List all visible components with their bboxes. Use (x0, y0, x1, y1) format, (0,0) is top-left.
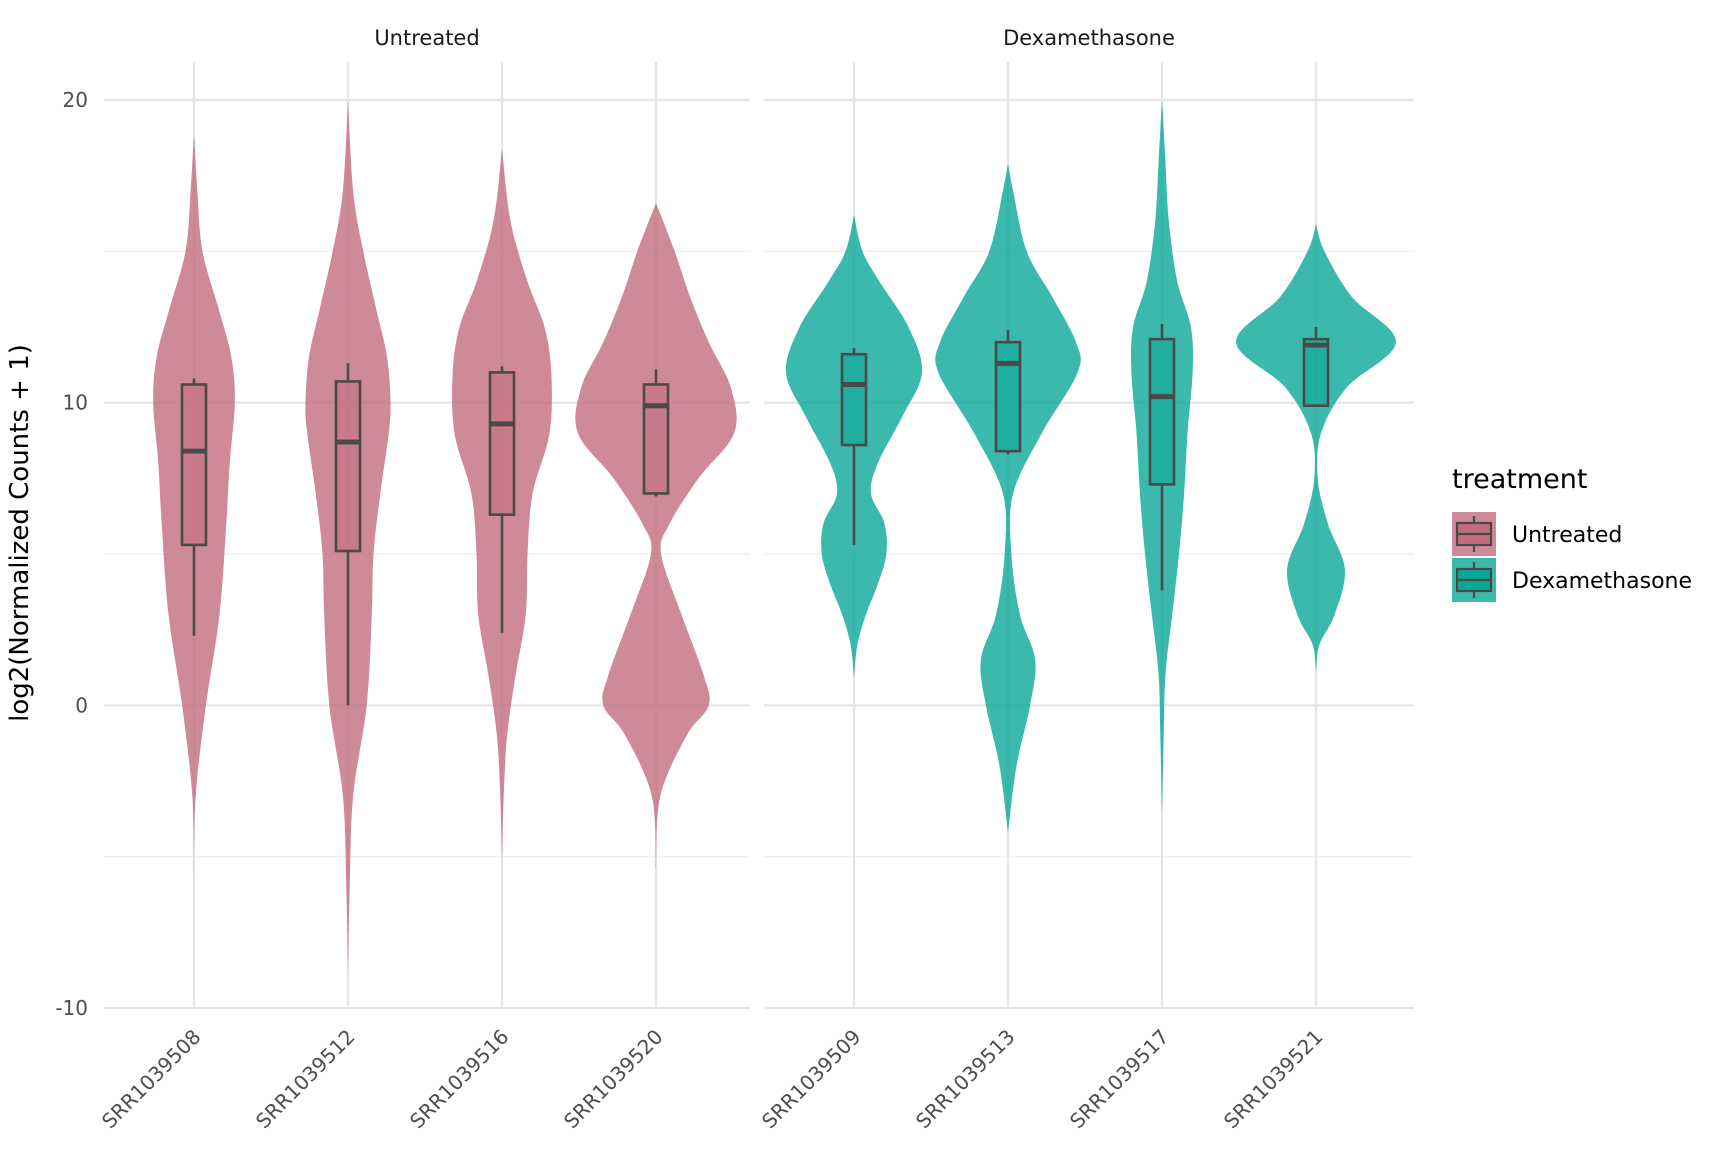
violin-sample: SRR1039513 (911, 163, 1081, 1134)
x-tick-label: SRR1039517 (1065, 1025, 1174, 1134)
facet-panel: Dexamethasone SRR1039509 SRR1039513 SRR1039… (757, 26, 1414, 1133)
legend-label: Untreated (1512, 523, 1622, 548)
facet-title: Untreated (374, 26, 479, 50)
facet-panel: Untreated SRR1039508 SRR1039512 SRR1039516 S… (97, 26, 750, 1133)
box-iqr (1302, 337, 1330, 407)
y-tick-label: 10 (63, 391, 88, 415)
box-iqr (488, 371, 516, 516)
violin-sample: SRR1039517 (1065, 100, 1194, 1134)
violin-sample: SRR1039512 (251, 100, 391, 1133)
x-tick-label: SRR1039521 (1219, 1025, 1328, 1134)
violin-sample: SRR1039509 (757, 215, 923, 1134)
violin-shape (935, 163, 1081, 833)
x-tick-label: SRR1039512 (251, 1025, 360, 1134)
violin-sample: SRR1039521 (1219, 224, 1396, 1133)
box-iqr (180, 383, 208, 547)
y-tick-label: 20 (63, 88, 88, 112)
legend: treatment Untreated Dexamethasone (1452, 464, 1692, 602)
violin-sample: SRR1039516 (405, 148, 552, 1133)
x-tick-label: SRR1039516 (405, 1025, 514, 1134)
y-tick-label: 0 (75, 693, 88, 717)
box-iqr (840, 352, 868, 447)
x-tick-label: SRR1039520 (559, 1025, 668, 1134)
legend-entry: Untreated (1452, 512, 1622, 556)
box-iqr (1148, 337, 1176, 486)
x-tick-label: SRR1039508 (97, 1025, 206, 1134)
violin-shape (1236, 224, 1396, 673)
box-iqr (642, 383, 670, 495)
legend-label: Dexamethasone (1512, 569, 1692, 594)
box-iqr (994, 340, 1022, 453)
box-iqr (334, 380, 362, 553)
y-axis-title: log2(Normalized Counts + 1) (5, 344, 35, 722)
x-tick-label: SRR1039509 (757, 1025, 866, 1134)
legend-entry: Dexamethasone (1452, 558, 1692, 602)
violin-sample: SRR1039520 (559, 202, 737, 1134)
facet-title: Dexamethasone (1003, 26, 1175, 50)
violin-shape (575, 202, 737, 869)
y-tick-label: -10 (55, 996, 88, 1020)
legend-title: treatment (1452, 464, 1587, 495)
x-tick-label: SRR1039513 (911, 1025, 1020, 1134)
violin-sample: SRR1039508 (97, 133, 235, 1133)
